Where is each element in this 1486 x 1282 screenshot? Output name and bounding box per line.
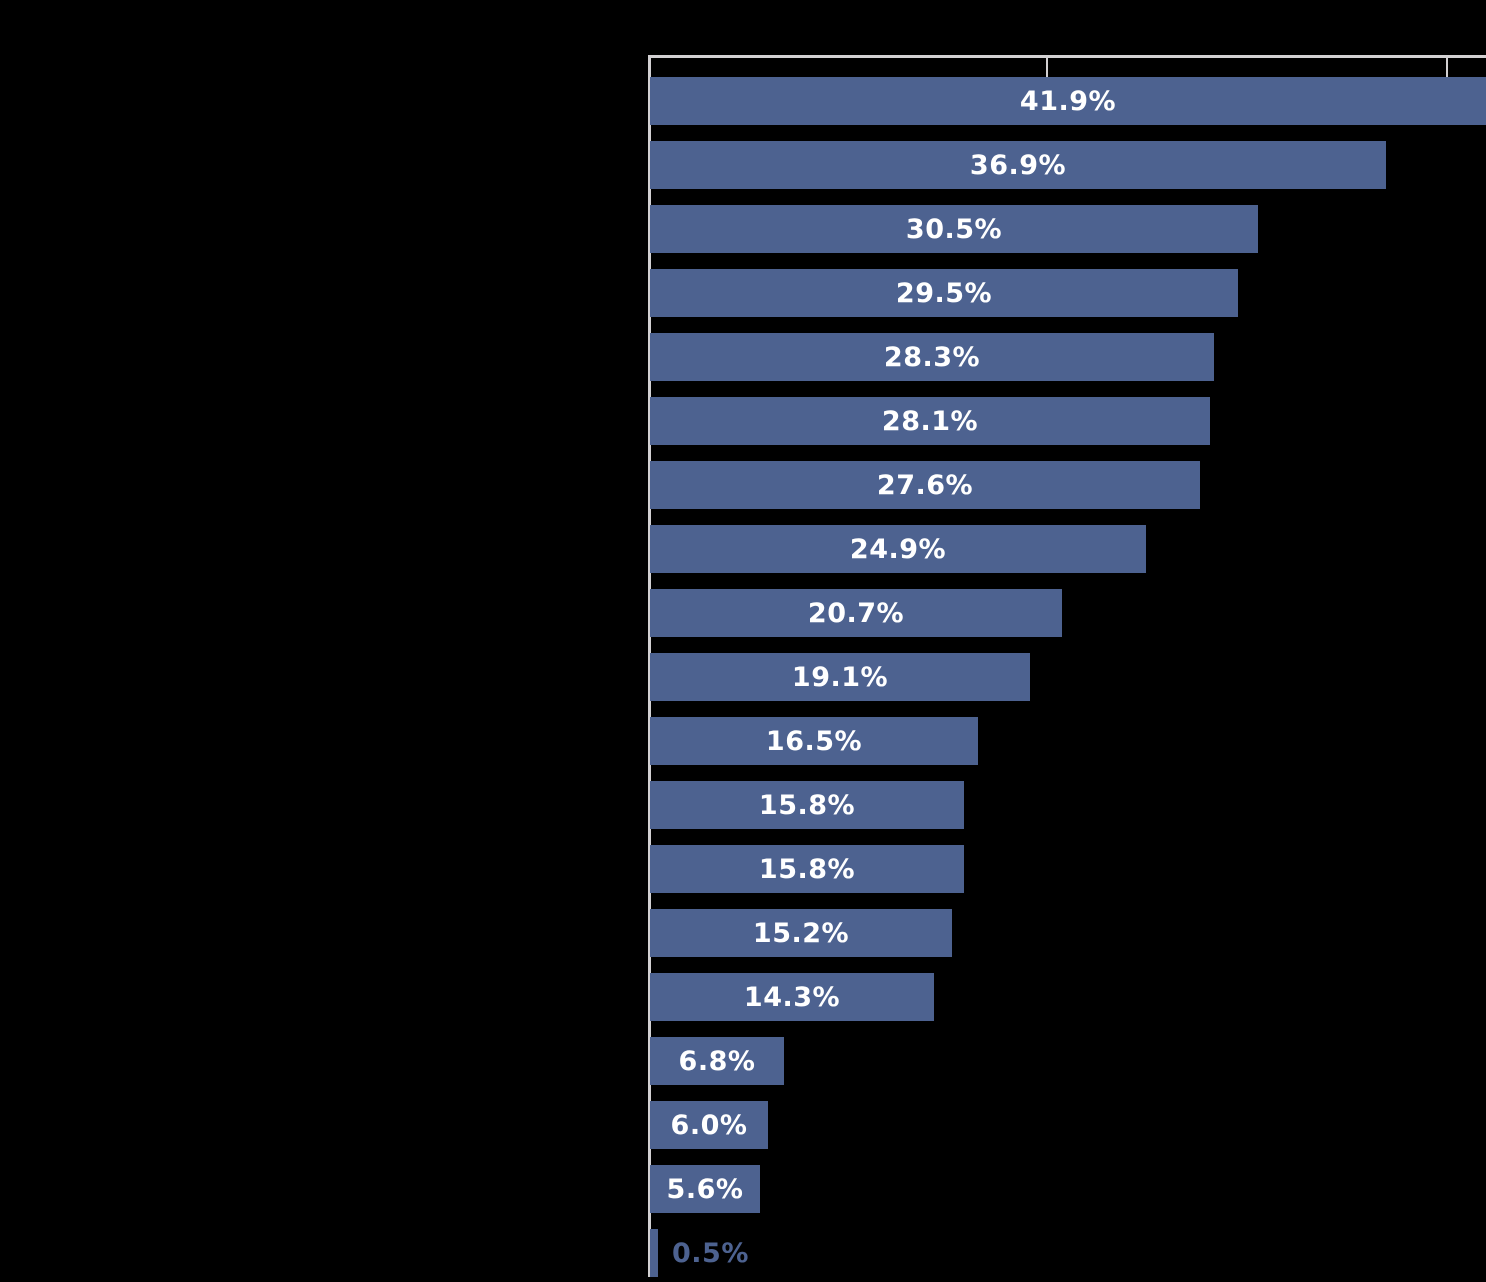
bar: 28.3% [650, 333, 1214, 381]
bar-value-label: 16.5% [765, 725, 863, 757]
bar-value-label: 15.8% [758, 789, 856, 821]
bar: 15.8% [650, 781, 964, 829]
y-axis-spine [648, 55, 651, 1277]
bar: 30.5% [650, 205, 1258, 253]
bar: 15.2% [650, 909, 952, 957]
bar: 20.7% [650, 589, 1062, 637]
bar: 14.3% [650, 973, 934, 1021]
bar-value-label: 20.7% [807, 597, 905, 629]
bar-value-label: 15.2% [752, 917, 850, 949]
x-axis-top-spine [648, 55, 1486, 58]
bar-value-label: 6.8% [678, 1045, 756, 1077]
bar-value-label: 14.3% [743, 981, 841, 1013]
bar-value-label: 28.3% [883, 341, 981, 373]
bar-value-label: 0.5% [672, 1237, 749, 1269]
x-axis-tick [1445, 57, 1448, 77]
bar-value-label: 24.9% [849, 533, 947, 565]
bar: 29.5% [650, 269, 1238, 317]
bar-value-label: 19.1% [791, 661, 889, 693]
bar-value-label: 15.8% [758, 853, 856, 885]
bar: 24.9% [650, 525, 1146, 573]
bar: 16.5% [650, 717, 978, 765]
bar-value-label: 28.1% [881, 405, 979, 437]
bar: 19.1% [650, 653, 1030, 701]
bar-value-label: 27.6% [876, 469, 974, 501]
bar [650, 1229, 658, 1277]
x-axis-tick [1045, 57, 1048, 77]
bar-value-label: 6.0% [670, 1109, 748, 1141]
bar-value-label: 30.5% [905, 213, 1003, 245]
bar-value-label: 29.5% [895, 277, 993, 309]
bar: 41.9% [650, 77, 1486, 125]
bar-value-label: 41.9% [1019, 85, 1117, 117]
bar: 6.8% [650, 1037, 784, 1085]
bar: 6.0% [650, 1101, 768, 1149]
bar: 27.6% [650, 461, 1200, 509]
bar-value-label: 36.9% [969, 149, 1067, 181]
bar-value-label: 5.6% [666, 1173, 744, 1205]
bar: 28.1% [650, 397, 1210, 445]
bar: 15.8% [650, 845, 964, 893]
bar: 5.6% [650, 1165, 760, 1213]
bar: 36.9% [650, 141, 1386, 189]
